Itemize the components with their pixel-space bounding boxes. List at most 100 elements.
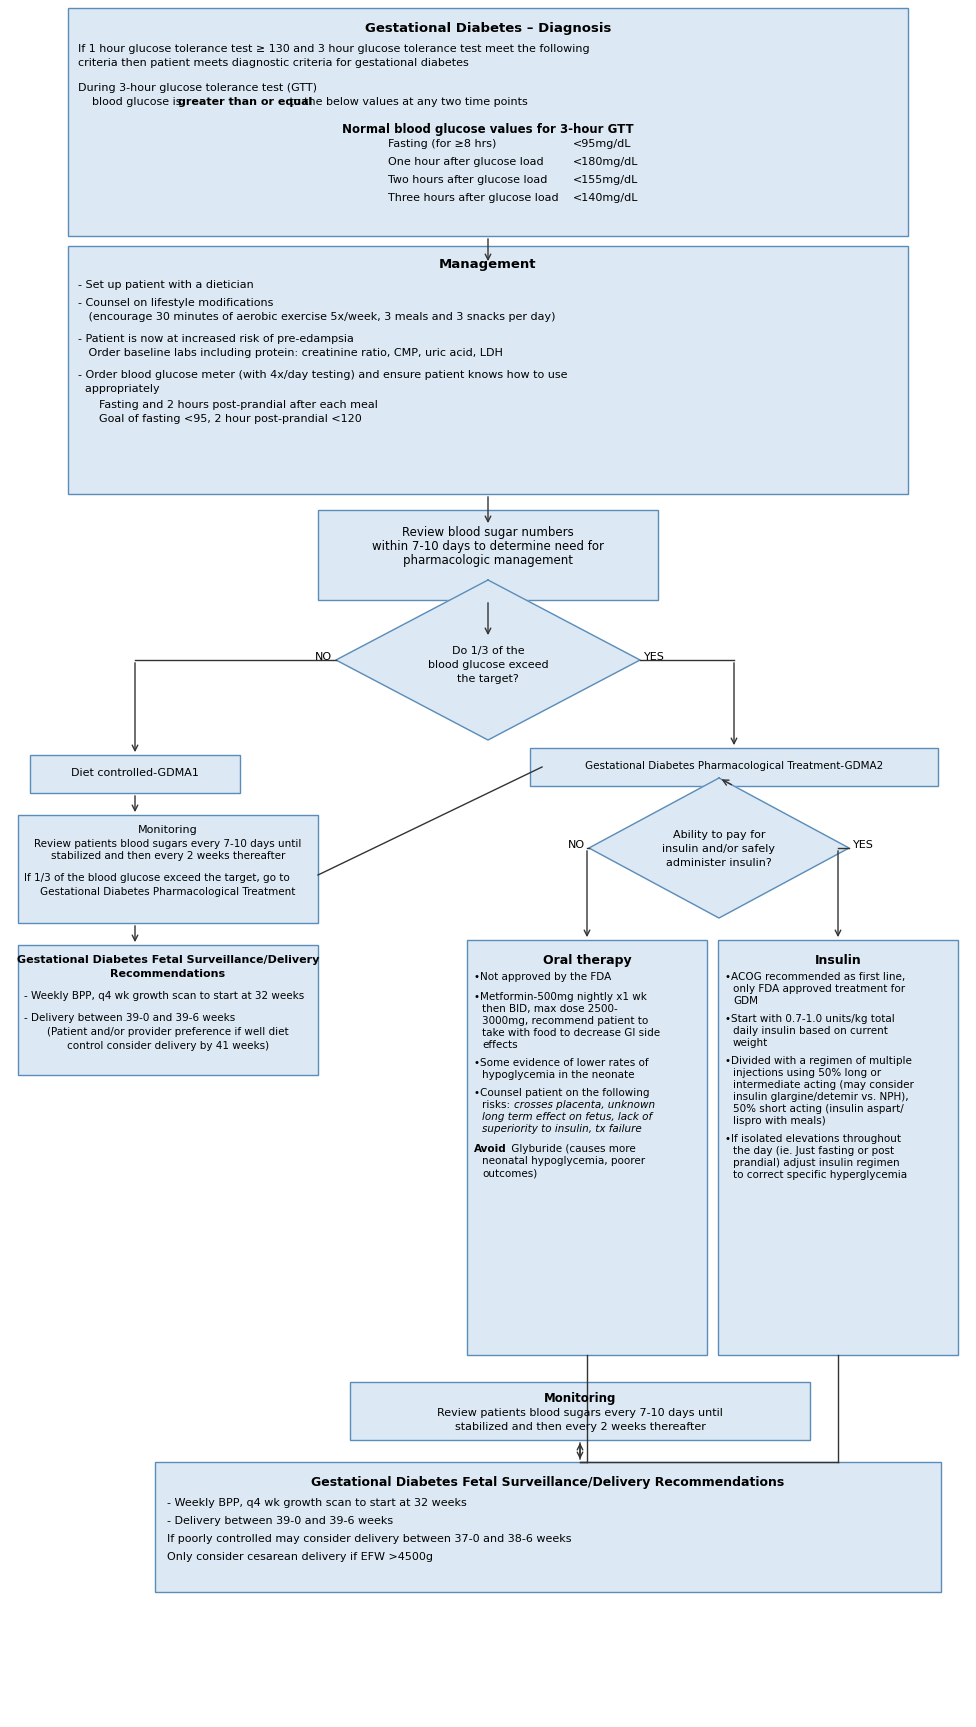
Text: Avoid: Avoid	[474, 1143, 507, 1154]
Text: - Set up patient with a dietician: - Set up patient with a dietician	[78, 280, 254, 290]
Text: effects: effects	[482, 1040, 517, 1050]
Text: insulin and/or safely: insulin and/or safely	[663, 845, 776, 853]
Text: Insulin: Insulin	[815, 953, 862, 967]
Text: Gestational Diabetes Fetal Surveillance/Delivery Recommendations: Gestational Diabetes Fetal Surveillance/…	[311, 1477, 785, 1489]
Text: If poorly controlled may consider delivery between 37-0 and 38-6 weeks: If poorly controlled may consider delive…	[167, 1534, 572, 1544]
Text: only FDA approved treatment for: only FDA approved treatment for	[733, 984, 905, 995]
Text: (Patient and/or provider preference if well diet: (Patient and/or provider preference if w…	[47, 1028, 289, 1036]
Text: the target?: the target?	[457, 674, 519, 684]
Text: prandial) adjust insulin regimen: prandial) adjust insulin regimen	[733, 1159, 900, 1167]
Text: •If isolated elevations throughout: •If isolated elevations throughout	[725, 1135, 901, 1143]
Text: Goal of fasting <95, 2 hour post-prandial <120: Goal of fasting <95, 2 hour post-prandia…	[78, 414, 362, 425]
Text: Review patients blood sugars every 7-10 days until: Review patients blood sugars every 7-10 …	[437, 1408, 723, 1418]
Text: <95mg/dL: <95mg/dL	[573, 138, 631, 149]
Text: - Patient is now at increased risk of pre-edampsia: - Patient is now at increased risk of pr…	[78, 333, 354, 344]
Text: GDM: GDM	[733, 996, 758, 1007]
Text: •Counsel patient on the following: •Counsel patient on the following	[474, 1088, 649, 1098]
Text: <180mg/dL: <180mg/dL	[573, 157, 638, 168]
Text: NO: NO	[568, 839, 585, 850]
FancyBboxPatch shape	[318, 509, 658, 599]
Text: 3000mg, recommend patient to: 3000mg, recommend patient to	[482, 1015, 648, 1026]
Text: Fasting and 2 hours post-prandial after each meal: Fasting and 2 hours post-prandial after …	[78, 401, 378, 409]
Polygon shape	[336, 580, 640, 739]
Text: injections using 50% long or: injections using 50% long or	[733, 1067, 881, 1078]
FancyBboxPatch shape	[18, 945, 318, 1074]
Text: Gestational Diabetes Fetal Surveillance/Delivery: Gestational Diabetes Fetal Surveillance/…	[17, 955, 319, 965]
FancyBboxPatch shape	[155, 1463, 941, 1592]
Text: daily insulin based on current: daily insulin based on current	[733, 1026, 888, 1036]
Text: - Weekly BPP, q4 wk growth scan to start at 32 weeks: - Weekly BPP, q4 wk growth scan to start…	[167, 1497, 467, 1508]
Text: - Delivery between 39-0 and 39-6 weeks: - Delivery between 39-0 and 39-6 weeks	[167, 1516, 393, 1527]
Text: Ability to pay for: Ability to pay for	[672, 831, 765, 839]
Text: appropriately: appropriately	[78, 383, 160, 394]
Text: If 1/3 of the blood glucose exceed the target, go to: If 1/3 of the blood glucose exceed the t…	[24, 874, 290, 882]
Text: risks:: risks:	[482, 1100, 513, 1110]
Text: neonatal hypoglycemia, poorer: neonatal hypoglycemia, poorer	[482, 1155, 645, 1166]
FancyBboxPatch shape	[350, 1382, 810, 1440]
Text: administer insulin?: administer insulin?	[667, 858, 772, 869]
Polygon shape	[589, 777, 849, 919]
Text: criteria then patient meets diagnostic criteria for gestational diabetes: criteria then patient meets diagnostic c…	[78, 59, 468, 67]
FancyBboxPatch shape	[467, 939, 707, 1356]
Text: to the below values at any two time points: to the below values at any two time poin…	[286, 97, 528, 107]
Text: <155mg/dL: <155mg/dL	[573, 174, 638, 185]
Text: •ACOG recommended as first line,: •ACOG recommended as first line,	[725, 972, 906, 983]
Text: superiority to insulin, tx failure: superiority to insulin, tx failure	[482, 1124, 642, 1135]
FancyBboxPatch shape	[530, 748, 938, 786]
Text: Do 1/3 of the: Do 1/3 of the	[452, 646, 524, 656]
Text: Only consider cesarean delivery if EFW >4500g: Only consider cesarean delivery if EFW >…	[167, 1553, 433, 1561]
Text: - Weekly BPP, q4 wk growth scan to start at 32 weeks: - Weekly BPP, q4 wk growth scan to start…	[24, 991, 305, 1002]
Text: •Divided with a regimen of multiple: •Divided with a regimen of multiple	[725, 1055, 912, 1066]
Text: Normal blood glucose values for 3-hour GTT: Normal blood glucose values for 3-hour G…	[343, 123, 633, 136]
Text: lispro with meals): lispro with meals)	[733, 1116, 826, 1126]
Text: Management: Management	[439, 257, 537, 271]
Text: During 3-hour glucose tolerance test (GTT): During 3-hour glucose tolerance test (GT…	[78, 83, 317, 93]
Text: insulin glargine/detemir vs. NPH),: insulin glargine/detemir vs. NPH),	[733, 1091, 909, 1102]
Text: Order baseline labs including protein: creatinine ratio, CMP, uric acid, LDH: Order baseline labs including protein: c…	[78, 349, 503, 357]
Text: - Order blood glucose meter (with 4x/day testing) and ensure patient knows how t: - Order blood glucose meter (with 4x/day…	[78, 370, 567, 380]
Text: Glyburide (causes more: Glyburide (causes more	[508, 1143, 635, 1154]
Text: Recommendations: Recommendations	[110, 969, 225, 979]
Text: Diet controlled-GDMA1: Diet controlled-GDMA1	[71, 769, 199, 777]
Text: Gestational Diabetes – Diagnosis: Gestational Diabetes – Diagnosis	[365, 22, 611, 35]
FancyBboxPatch shape	[718, 939, 958, 1356]
Text: Fasting (for ≥8 hrs): Fasting (for ≥8 hrs)	[388, 138, 497, 149]
Text: - Delivery between 39-0 and 39-6 weeks: - Delivery between 39-0 and 39-6 weeks	[24, 1014, 235, 1022]
Text: within 7-10 days to determine need for: within 7-10 days to determine need for	[372, 541, 604, 553]
Text: blood glucose exceed: blood glucose exceed	[427, 660, 549, 670]
Text: pharmacologic management: pharmacologic management	[403, 554, 573, 566]
Text: control consider delivery by 41 weeks): control consider delivery by 41 weeks)	[67, 1041, 269, 1052]
Text: greater than or equal: greater than or equal	[178, 97, 312, 107]
Text: •Start with 0.7-1.0 units/kg total: •Start with 0.7-1.0 units/kg total	[725, 1014, 895, 1024]
Text: One hour after glucose load: One hour after glucose load	[388, 157, 544, 168]
Text: NO: NO	[315, 653, 332, 661]
Text: •Some evidence of lower rates of: •Some evidence of lower rates of	[474, 1059, 649, 1067]
Text: Monitoring: Monitoring	[544, 1392, 616, 1406]
FancyBboxPatch shape	[18, 815, 318, 922]
Text: stabilized and then every 2 weeks thereafter: stabilized and then every 2 weeks therea…	[51, 851, 285, 862]
Text: then BID, max dose 2500-: then BID, max dose 2500-	[482, 1003, 618, 1014]
Text: stabilized and then every 2 weeks thereafter: stabilized and then every 2 weeks therea…	[455, 1421, 706, 1432]
Text: weight: weight	[733, 1038, 768, 1048]
Text: YES: YES	[853, 839, 874, 850]
Text: Gestational Diabetes Pharmacological Treatment: Gestational Diabetes Pharmacological Tre…	[40, 888, 296, 896]
Text: intermediate acting (may consider: intermediate acting (may consider	[733, 1079, 914, 1090]
Text: Two hours after glucose load: Two hours after glucose load	[388, 174, 548, 185]
FancyBboxPatch shape	[68, 245, 908, 494]
Text: hypoglycemia in the neonate: hypoglycemia in the neonate	[482, 1071, 634, 1079]
Text: YES: YES	[644, 653, 665, 661]
Text: outcomes): outcomes)	[482, 1167, 537, 1178]
Text: Monitoring: Monitoring	[139, 826, 198, 834]
FancyBboxPatch shape	[68, 9, 908, 237]
Text: blood glucose is: blood glucose is	[78, 97, 185, 107]
Text: •Not approved by the FDA: •Not approved by the FDA	[474, 972, 611, 983]
FancyBboxPatch shape	[30, 755, 240, 793]
Text: to correct specific hyperglycemia: to correct specific hyperglycemia	[733, 1169, 907, 1180]
Text: 50% short acting (insulin aspart/: 50% short acting (insulin aspart/	[733, 1104, 904, 1114]
Text: long term effect on fetus, lack of: long term effect on fetus, lack of	[482, 1112, 652, 1123]
Text: If 1 hour glucose tolerance test ≥ 130 and 3 hour glucose tolerance test meet th: If 1 hour glucose tolerance test ≥ 130 a…	[78, 43, 590, 54]
Text: the day (ie. Just fasting or post: the day (ie. Just fasting or post	[733, 1147, 894, 1155]
Text: Gestational Diabetes Pharmacological Treatment-GDMA2: Gestational Diabetes Pharmacological Tre…	[585, 762, 883, 770]
Text: Three hours after glucose load: Three hours after glucose load	[388, 193, 558, 204]
Text: - Counsel on lifestyle modifications: - Counsel on lifestyle modifications	[78, 299, 273, 307]
